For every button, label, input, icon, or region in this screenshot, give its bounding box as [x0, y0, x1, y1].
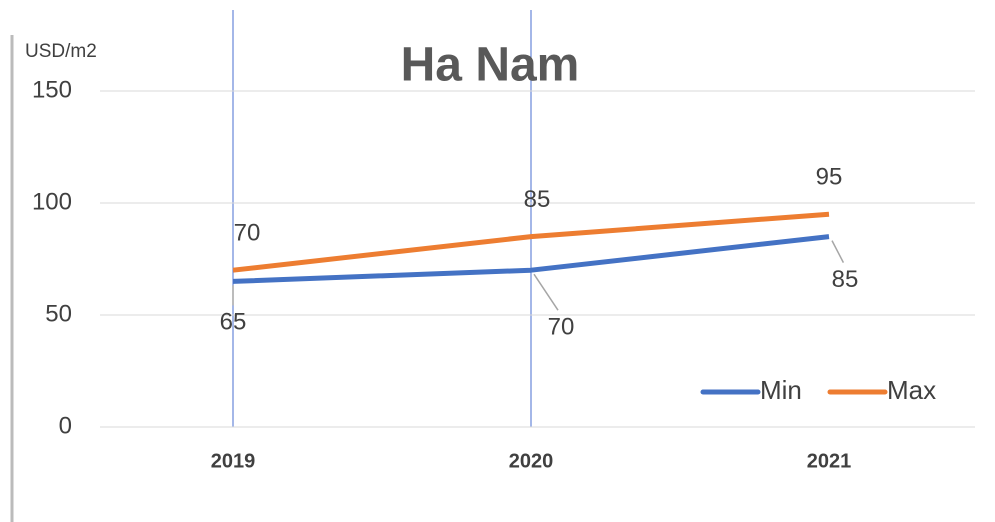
leader-line — [533, 273, 559, 311]
series-line — [232, 211, 830, 273]
data-label: 85 — [524, 186, 551, 213]
series-line — [232, 234, 830, 284]
x-tick-label: 2020 — [509, 450, 554, 472]
data-label: 65 — [220, 309, 247, 336]
y-tick-label: 0 — [59, 412, 72, 439]
leader-line — [831, 240, 845, 263]
y-axis-label: USD/m2 — [25, 41, 97, 62]
data-label: 70 — [234, 220, 261, 247]
x-tick-label: 2019 — [211, 450, 256, 472]
x-tick-label: 2021 — [807, 450, 852, 472]
legend-label: Max — [887, 375, 936, 405]
y-tick-label: 150 — [32, 76, 72, 103]
data-label: 85 — [832, 266, 859, 293]
chart-title: Ha Nam — [401, 39, 580, 92]
data-label: 95 — [816, 164, 843, 191]
y-tick-label: 100 — [32, 188, 72, 215]
data-label: 70 — [548, 314, 575, 341]
y-tick-label: 50 — [45, 300, 72, 327]
legend-label: Min — [760, 375, 802, 405]
